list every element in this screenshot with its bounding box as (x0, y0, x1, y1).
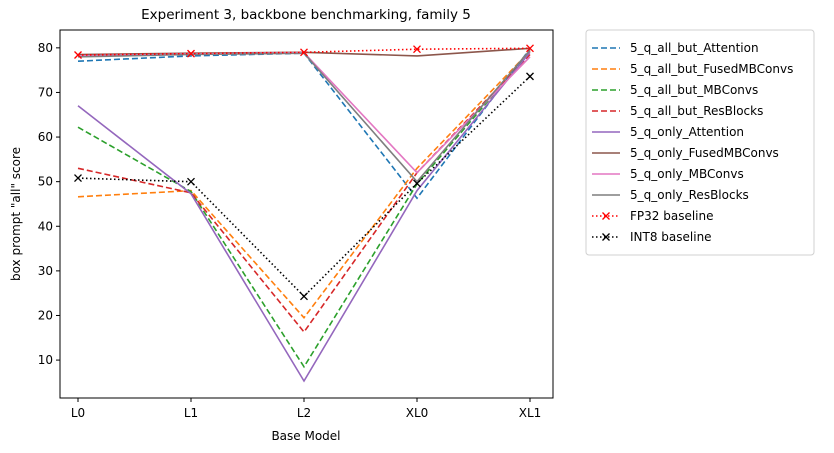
x-tick-label: L0 (71, 406, 85, 420)
legend-label: 5_q_only_Attention (630, 125, 744, 139)
legend-frame (585, 29, 815, 256)
data-point-marker (413, 45, 421, 54)
y-tick-label: 30 (38, 264, 53, 278)
legend-entry: 5_q_all_but_Attention (592, 41, 759, 55)
data-point-marker (526, 72, 534, 81)
legend-entry: INT8 baseline (592, 230, 712, 244)
data-point-marker (74, 51, 82, 59)
x-axis-label: Base Model (271, 429, 340, 443)
legend-label: 5_q_only_ResBlocks (630, 188, 749, 202)
series-5-q-all-but-fusedmbconvs (77, 50, 531, 319)
y-tick-label: 20 (38, 308, 53, 322)
data-point-marker (526, 44, 534, 53)
legend-label: 5_q_all_but_MBConvs (630, 83, 758, 97)
data-point-marker (300, 48, 308, 57)
series-5-q-only-attention (77, 51, 531, 383)
legend-entry: 5_q_only_MBConvs (592, 167, 744, 181)
series-line (77, 48, 531, 200)
x-tick-label: L2 (297, 406, 311, 420)
series-line (77, 47, 531, 56)
legend-label: 5_q_all_but_ResBlocks (630, 104, 763, 118)
data-point-marker (187, 177, 195, 186)
legend-label: 5_q_all_but_FusedMBConvs (630, 62, 793, 76)
legend-entry: 5_q_only_FusedMBConvs (592, 146, 779, 160)
legend-label: 5_q_all_but_Attention (630, 41, 759, 55)
x-tick-label: XL0 (406, 406, 429, 420)
legend-entry: 5_q_only_ResBlocks (592, 188, 749, 202)
y-tick-label: 50 (38, 175, 53, 189)
series-line (77, 75, 531, 298)
legend-entry: 5_q_all_but_ResBlocks (592, 104, 763, 118)
data-point-marker (300, 292, 308, 301)
legend-entry: 5_q_only_Attention (592, 125, 744, 139)
series-5-q-all-but-attention (77, 48, 531, 200)
plot-frame (59, 29, 554, 399)
data-point-marker (187, 49, 195, 58)
x-tick-label: XL1 (519, 406, 542, 420)
y-axis: 10 20 30 40 50 60 70 80 (38, 41, 60, 367)
legend-label: 5_q_only_FusedMBConvs (630, 146, 779, 160)
series-5-q-all-but-mbconvs (77, 51, 531, 369)
series-layer (74, 44, 534, 383)
legend-label: INT8 baseline (630, 230, 712, 244)
legend-entry: 5_q_all_but_MBConvs (592, 83, 758, 97)
series-line (77, 50, 531, 319)
y-tick-label: 60 (38, 130, 53, 144)
data-point-marker (413, 179, 421, 188)
y-tick-label: 40 (38, 219, 53, 233)
series-fp32-baseline (74, 44, 534, 59)
series-line (77, 51, 531, 383)
series-5-q-only-mbconvs (77, 51, 531, 174)
legend-label: 5_q_only_MBConvs (630, 167, 744, 181)
data-point-marker (74, 174, 82, 183)
legend-label: FP32 baseline (630, 209, 713, 223)
x-axis: L0 L1 L2 XL0 XL1 (71, 398, 541, 420)
series-5-q-only-resblocks (77, 49, 531, 183)
series-line (77, 51, 531, 174)
y-tick-label: 80 (38, 41, 53, 55)
series-line (77, 49, 531, 183)
legend-entry: FP32 baseline (592, 209, 713, 223)
chart-title: Experiment 3, backbone benchmarking, fam… (141, 7, 471, 23)
y-tick-label: 10 (38, 353, 53, 367)
x-tick-label: L1 (184, 406, 198, 420)
series-int8-baseline (74, 72, 534, 301)
y-axis-label: box prompt "all" score (9, 147, 23, 281)
legend: 5_q_all_but_Attention 5_q_all_but_FusedMB… (585, 29, 815, 256)
series-line (77, 51, 531, 369)
legend-entry: 5_q_all_but_FusedMBConvs (592, 62, 793, 76)
y-tick-label: 70 (38, 85, 53, 99)
